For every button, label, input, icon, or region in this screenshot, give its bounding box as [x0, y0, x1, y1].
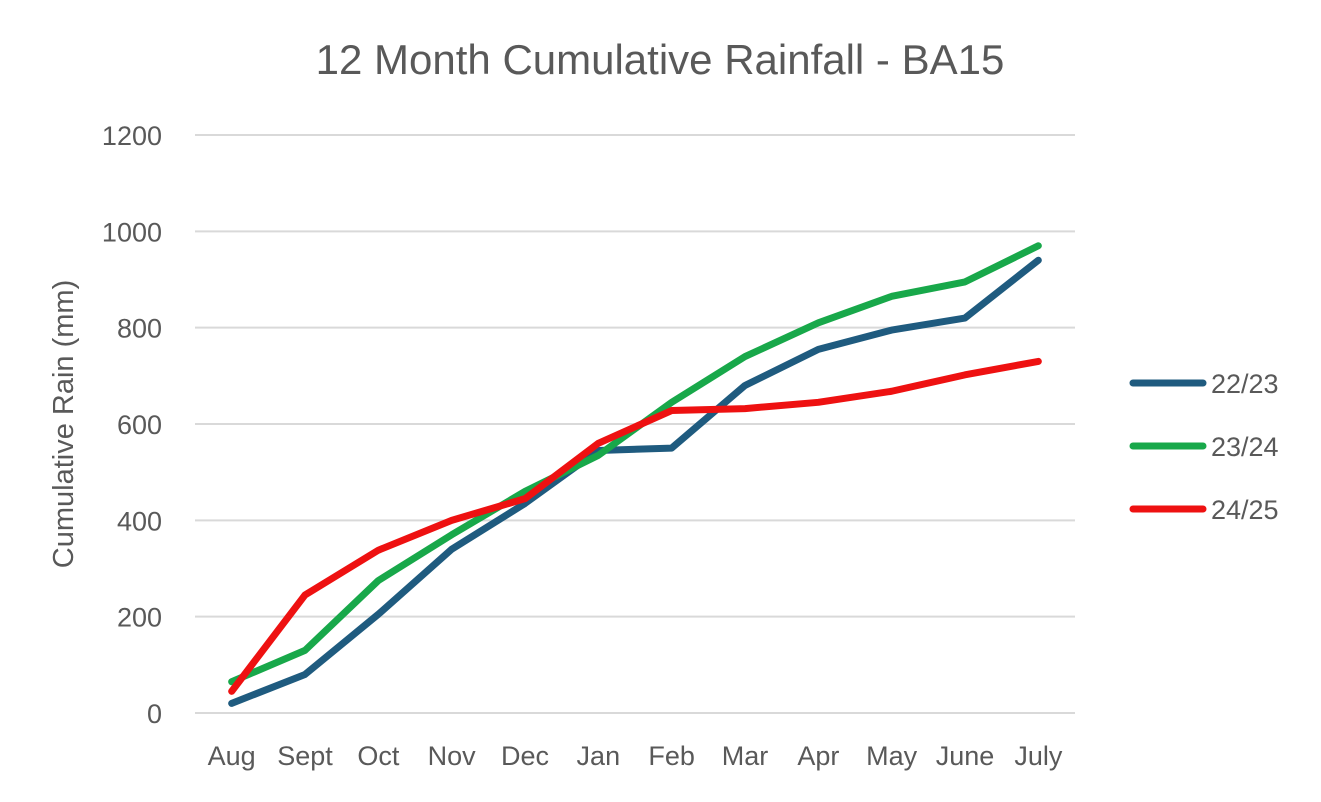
x-tick-label: Feb: [648, 741, 695, 771]
legend-label: 22/23: [1211, 369, 1279, 399]
y-tick-labels: 0 200 400 600 800 1000 1200: [102, 121, 162, 729]
legend-label: 24/25: [1211, 495, 1279, 525]
x-tick-label: July: [1014, 741, 1063, 771]
legend-label: 23/24: [1211, 432, 1279, 462]
y-tick-label: 400: [117, 506, 162, 536]
y-tick-label: 200: [117, 603, 162, 633]
y-tick-label: 600: [117, 410, 162, 440]
y-tick-label: 1200: [102, 121, 162, 151]
series-lines: [228, 242, 1042, 707]
x-tick-labels: Aug Sept Oct Nov Dec Jan Feb Mar Apr May June July: [208, 741, 1063, 771]
x-tick-label: Apr: [797, 741, 839, 771]
y-axis-title: Cumulative Rain (mm): [48, 280, 80, 568]
x-tick-label: May: [866, 741, 918, 771]
x-tick-label: Nov: [428, 741, 477, 771]
y-tick-label: 1000: [102, 217, 162, 247]
y-tick-label: 0: [147, 699, 162, 729]
x-tick-label: Oct: [357, 741, 400, 771]
series-line-22-23: [228, 256, 1042, 707]
x-tick-label: Dec: [501, 741, 549, 771]
y-tick-label: 800: [117, 314, 162, 344]
x-tick-label: Jan: [577, 741, 621, 771]
x-tick-label: Aug: [208, 741, 256, 771]
x-tick-label: Mar: [722, 741, 769, 771]
series-line-24-25: [228, 357, 1042, 695]
x-tick-label: June: [936, 741, 995, 771]
chart-title: 12 Month Cumulative Rainfall - BA15: [316, 36, 1005, 83]
x-tick-label: Sept: [277, 741, 333, 771]
legend: 22/23 23/24 24/25: [1129, 369, 1279, 525]
